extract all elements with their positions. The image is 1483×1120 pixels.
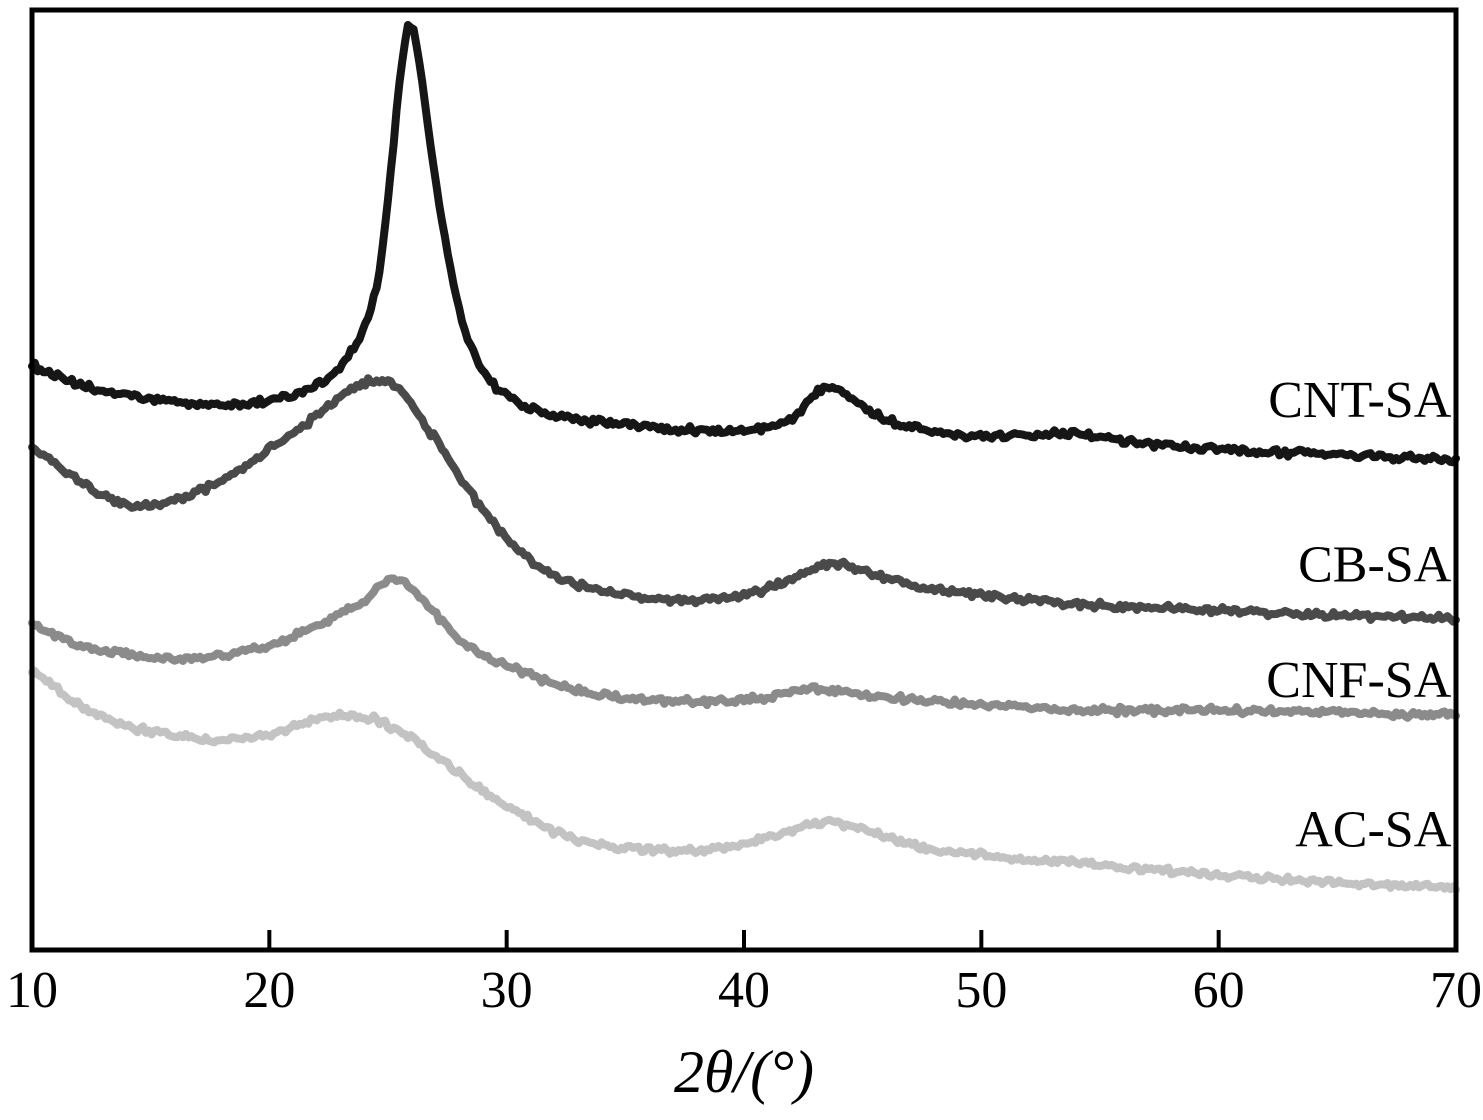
x-tick-label: 70 (1430, 962, 1482, 1019)
x-tick-label: 50 (955, 962, 1007, 1019)
series-label-cnt-sa: CNT-SA (1268, 372, 1451, 429)
series-curve-cnt-sa (28, 21, 1460, 467)
series-label-ac-sa: AC-SA (1295, 802, 1451, 859)
x-tick-label: 30 (481, 962, 533, 1019)
plot-border (29, 7, 1459, 953)
x-tick-label: 20 (243, 962, 295, 1019)
x-tick-label: 60 (1193, 962, 1245, 1019)
series-curve-cb-sa (28, 374, 1460, 626)
x-tick-label: 40 (718, 962, 770, 1019)
series-curve-ac-sa (28, 666, 1460, 894)
x-axis-title: 2θ/(°) (674, 1039, 814, 1105)
series-curve-cnf-sa (28, 574, 1460, 722)
series-label-cnf-sa: CNF-SA (1266, 652, 1451, 709)
series-label-cb-sa: CB-SA (1298, 537, 1452, 594)
x-tick-label: 10 (6, 962, 58, 1019)
